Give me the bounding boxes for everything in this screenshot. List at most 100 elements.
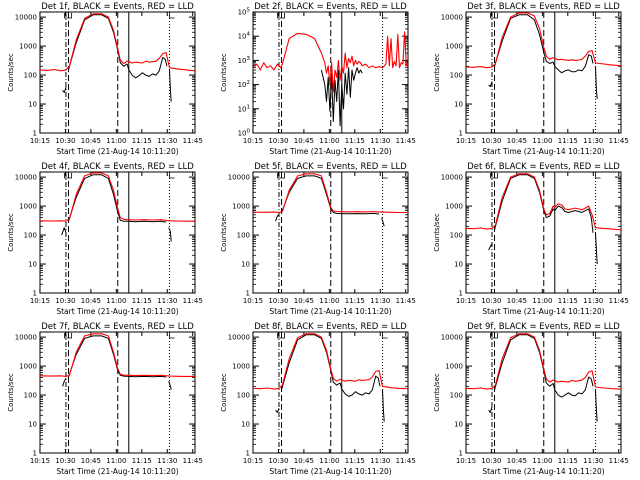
x-tick-label: 10:15 xyxy=(456,297,476,305)
y-tick-label: 10000 xyxy=(15,174,37,182)
x-tick-label: 10:45 xyxy=(294,137,314,145)
series-lld-line xyxy=(466,333,621,390)
y-tick-label: 100 xyxy=(450,232,463,240)
x-tick-label: 11:30 xyxy=(157,297,177,305)
chart-title: Det 8f, BLACK = Events, RED = LLD xyxy=(254,322,407,332)
x-tick-label: 11:45 xyxy=(183,137,203,145)
x-tick-label: 11:15 xyxy=(132,457,152,465)
series-events-line xyxy=(595,232,598,265)
x-tick-label: 11:30 xyxy=(370,297,390,305)
series-events-line xyxy=(62,87,67,93)
y-axis-label: Counts/sec xyxy=(7,213,15,252)
y-tick-label: 1000 xyxy=(232,203,250,211)
x-tick-label: 11:00 xyxy=(532,457,552,465)
series-events-line xyxy=(168,381,172,391)
chart-title: Det 6f, BLACK = Events, RED = LLD xyxy=(467,162,620,172)
y-tick-label: 10 xyxy=(241,421,250,429)
x-tick-label: 10:30 xyxy=(268,297,288,305)
y-axis-label: Counts/sec xyxy=(7,373,15,412)
marker-bracket xyxy=(382,13,388,19)
x-tick-label: 10:45 xyxy=(81,297,101,305)
x-tick-label: 11:30 xyxy=(583,137,603,145)
x-tick-label: 10:45 xyxy=(81,137,101,145)
y-axis-label: Counts/sec xyxy=(7,53,15,92)
y-tick-label: 10000 xyxy=(15,334,37,342)
y-tick-label: 10 xyxy=(28,101,37,109)
x-tick-label: 11:30 xyxy=(157,137,177,145)
chart-panel: Det 7f, BLACK = Events, RED = LLD Counts/… xyxy=(7,322,203,476)
y-tick-label: 1 xyxy=(33,290,37,298)
x-tick-label: 11:15 xyxy=(558,297,578,305)
x-tick-label: 10:45 xyxy=(507,457,527,465)
x-tick-label: 11:00 xyxy=(319,297,339,305)
x-tick-label: 10:30 xyxy=(55,297,75,305)
series-events-line xyxy=(275,214,280,222)
y-tick-label: 10 xyxy=(28,261,37,269)
series-events-line xyxy=(494,334,594,398)
x-tick-label: 11:30 xyxy=(583,457,603,465)
y-tick-label: 101 xyxy=(238,104,250,113)
chart-title: Det 3f, BLACK = Events, RED = LLD xyxy=(467,2,620,12)
y-tick-label: 100 xyxy=(450,72,463,80)
y-tick-label: 1000 xyxy=(445,43,463,51)
series-events-line xyxy=(68,335,167,378)
x-tick-label: 10:15 xyxy=(30,297,50,305)
x-tick-label: 10:15 xyxy=(456,137,476,145)
x-tick-label: 11:00 xyxy=(532,297,552,305)
x-tick-label: 11:00 xyxy=(319,137,339,145)
series-events-line xyxy=(275,408,280,413)
series-events-line xyxy=(488,81,493,88)
x-tick-label: 11:45 xyxy=(609,297,629,305)
y-tick-label: 1 xyxy=(33,450,37,458)
chart-panel: Det 6f, BLACK = Events, RED = LLD Counts/… xyxy=(433,162,629,316)
series-lld-line xyxy=(466,12,621,69)
y-tick-label: 100 xyxy=(450,392,463,400)
y-tick-label: 103 xyxy=(238,56,251,65)
x-tick-label: 11:00 xyxy=(106,137,126,145)
x-tick-label: 11:45 xyxy=(396,457,416,465)
chart-title: Det 7f, BLACK = Events, RED = LLD xyxy=(41,322,194,332)
x-tick-label: 11:00 xyxy=(106,297,126,305)
series-events-line xyxy=(488,406,493,413)
x-axis-label: Start Time (21-Aug-14 10:11:20) xyxy=(56,467,178,476)
y-tick-label: 10000 xyxy=(441,334,463,342)
x-axis-label: Start Time (21-Aug-14 10:11:20) xyxy=(56,307,178,316)
marker-bracket xyxy=(64,333,72,339)
x-tick-label: 11:45 xyxy=(183,297,203,305)
y-tick-label: 1 xyxy=(459,130,463,138)
y-tick-label: 10000 xyxy=(228,174,250,182)
x-tick-label: 10:45 xyxy=(81,457,101,465)
y-tick-label: 100 xyxy=(24,232,37,240)
x-tick-label: 11:30 xyxy=(583,297,603,305)
x-tick-label: 11:00 xyxy=(106,457,126,465)
x-axis-label: Start Time (21-Aug-14 10:11:20) xyxy=(269,147,391,156)
marker-bracket xyxy=(277,13,285,19)
y-tick-label: 1000 xyxy=(232,363,250,371)
x-tick-label: 10:30 xyxy=(268,457,288,465)
y-tick-label: 10 xyxy=(454,101,463,109)
series-lld-line xyxy=(40,333,195,377)
y-tick-label: 10 xyxy=(241,261,250,269)
y-axis-label: Counts/sec xyxy=(220,213,228,252)
y-axis-label: Counts/sec xyxy=(220,53,228,92)
y-axis-label: Counts/sec xyxy=(433,373,441,412)
chart-panel: Det 5f, BLACK = Events, RED = LLD Counts/… xyxy=(220,162,416,316)
x-tick-label: 10:45 xyxy=(294,457,314,465)
series-lld-line xyxy=(253,173,408,214)
x-tick-label: 11:45 xyxy=(609,137,629,145)
x-axis-label: Start Time (21-Aug-14 10:11:20) xyxy=(56,147,178,156)
series-events-line xyxy=(494,14,594,74)
series-lld-line xyxy=(253,333,408,390)
y-tick-label: 10000 xyxy=(441,174,463,182)
y-tick-label: 1000 xyxy=(19,43,37,51)
x-tick-label: 10:15 xyxy=(243,137,263,145)
x-axis-label: Start Time (21-Aug-14 10:11:20) xyxy=(482,147,604,156)
marker-bracket xyxy=(490,333,498,339)
chart-title: Det 4f, BLACK = Events, RED = LLD xyxy=(41,162,194,172)
x-tick-label: 10:45 xyxy=(294,297,314,305)
x-tick-label: 11:45 xyxy=(396,297,416,305)
chart-title: Det 9f, BLACK = Events, RED = LLD xyxy=(467,322,620,332)
y-tick-label: 100 xyxy=(237,232,250,240)
x-tick-label: 10:30 xyxy=(268,137,288,145)
series-events-line xyxy=(381,217,385,227)
